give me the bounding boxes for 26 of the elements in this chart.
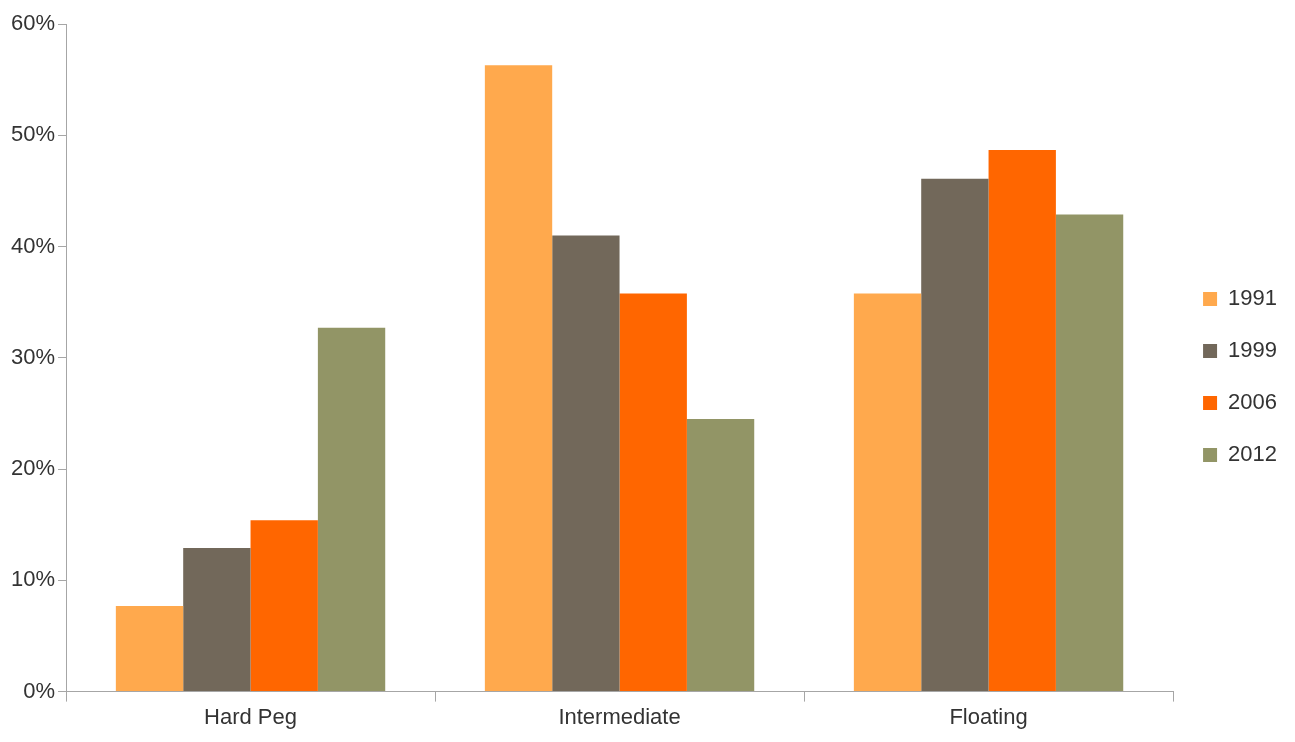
bar xyxy=(250,520,318,692)
x-tick-label: Floating xyxy=(949,703,1028,729)
y-tick-label: 30% xyxy=(10,343,56,369)
bar xyxy=(484,65,553,692)
bar xyxy=(619,293,687,692)
y-tick-label: 60% xyxy=(10,10,56,36)
bar xyxy=(1055,214,1124,692)
x-tick-label: Hard Peg xyxy=(204,703,298,729)
x-tick-label: Intermediate xyxy=(558,703,681,729)
bar xyxy=(552,235,620,692)
y-tick-label: 10% xyxy=(10,566,56,592)
bar xyxy=(317,327,386,692)
bar xyxy=(686,419,755,692)
bar xyxy=(988,149,1056,692)
bar xyxy=(183,548,251,692)
y-tick-label: 0% xyxy=(23,677,56,703)
bar xyxy=(921,178,989,692)
legend-label: 1999 xyxy=(1228,337,1278,363)
bar xyxy=(115,605,184,692)
bar xyxy=(853,293,922,692)
legend-label: 1991 xyxy=(1228,285,1278,311)
y-tick-label: 40% xyxy=(10,232,56,258)
legend-label: 2012 xyxy=(1228,441,1278,467)
legend-label: 2006 xyxy=(1228,389,1278,415)
y-tick-label: 50% xyxy=(10,121,56,147)
y-tick-label: 20% xyxy=(10,455,56,481)
